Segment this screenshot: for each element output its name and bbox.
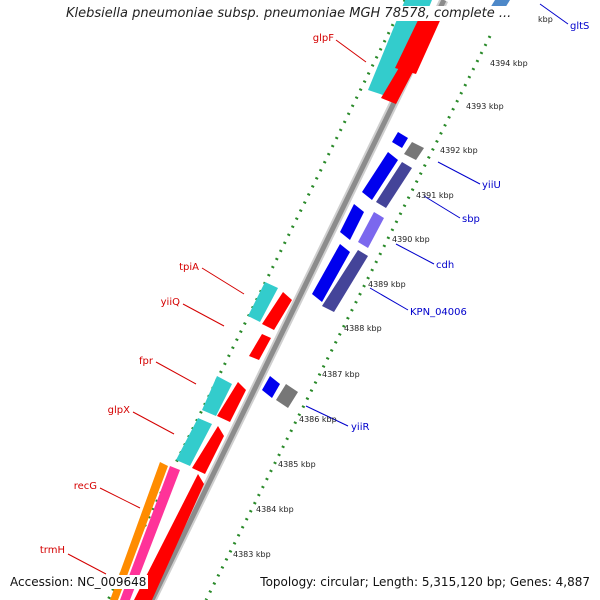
leader-yiiQ <box>182 303 225 327</box>
gene-glpX-red[interactable] <box>192 426 224 474</box>
accession-info: Accession: NC_009648 <box>8 575 149 589</box>
gene-recG-orange[interactable] <box>110 462 168 600</box>
gene-sbp-navy[interactable] <box>376 162 412 208</box>
gene-yiiU-gray[interactable] <box>404 142 424 160</box>
gene-KPN04006-blue[interactable] <box>312 244 350 302</box>
leader-sbp <box>423 195 461 219</box>
scale-label: 4386 kbp <box>299 415 337 424</box>
gene-sbp-blue[interactable] <box>362 152 398 200</box>
gene-yiiQ[interactable] <box>262 292 292 330</box>
gene-label-yiiR[interactable]: yiiR <box>351 422 369 433</box>
genes-label: Genes: <box>509 575 552 589</box>
gene-fpr[interactable] <box>202 376 232 416</box>
gene-glpF-red[interactable] <box>395 14 443 74</box>
outer-tick-ring <box>204 35 492 600</box>
scale-label: 4391 kbp <box>416 191 454 200</box>
scale-label: kbp <box>538 15 553 24</box>
leader-cdh <box>395 243 435 265</box>
leader-gltS <box>539 3 569 25</box>
topology-label: Topology: <box>260 575 317 589</box>
scale-label: 4385 kbp <box>278 460 316 469</box>
accession-label: Accession: <box>10 575 74 589</box>
length-label: Length: <box>372 575 419 589</box>
gene-label-KPN04006[interactable]: KPN_04006 <box>410 307 467 318</box>
gene-label-yiiU[interactable]: yiiU <box>482 180 501 191</box>
gene-label-cdh[interactable]: cdh <box>436 260 454 271</box>
gene-cdh-blue[interactable] <box>340 204 364 240</box>
scale-label: 4389 kbp <box>368 280 406 289</box>
gene-label-fpr[interactable]: fpr <box>139 356 154 367</box>
gene-tpiA[interactable] <box>248 282 278 322</box>
gene-cdh-purple[interactable] <box>358 212 384 248</box>
gene-fpr-red[interactable] <box>217 382 246 422</box>
scale-label: 4387 kbp <box>322 370 360 379</box>
leader-trmH <box>67 553 107 575</box>
genome-summary: Topology: circular; Length: 5,315,120 bp… <box>258 575 592 589</box>
gene-yiiR-blue[interactable] <box>262 376 280 398</box>
leader-glpF <box>335 39 367 63</box>
gene-label-sbp[interactable]: sbp <box>462 214 480 225</box>
length-value: 5,315,120 bp; <box>421 575 507 589</box>
gene-label-gltS[interactable]: gltS <box>570 21 589 32</box>
gene-label-tpiA[interactable]: tpiA <box>179 262 199 273</box>
gene-recG-red[interactable] <box>134 474 204 600</box>
gene-label-glpF[interactable]: glpF <box>313 33 334 44</box>
scale-label: 4383 kbp <box>233 550 271 559</box>
gene-label-yiiQ[interactable]: yiiQ <box>161 297 180 308</box>
gene-label-glpX[interactable]: glpX <box>108 405 130 416</box>
scale-label: 4384 kbp <box>256 505 294 514</box>
leader-glpX <box>132 411 175 435</box>
gene-glpK-red[interactable] <box>381 66 416 104</box>
scale-label: 4393 kbp <box>466 102 504 111</box>
leader-fpr <box>155 361 197 385</box>
scale-label: 4390 kbp <box>392 235 430 244</box>
leader-yiiU <box>437 161 481 185</box>
topology-value: circular; <box>320 575 369 589</box>
genes-value: 4,887 <box>555 575 590 589</box>
gene-KPN04006-navy[interactable] <box>322 250 368 312</box>
scale-label: 4388 kbp <box>344 324 382 333</box>
leader-KPN04006 <box>369 287 409 311</box>
gene-yiiU-blue[interactable] <box>392 132 408 148</box>
map-title: Klebsiella pneumoniae subsp. pneumoniae … <box>66 6 536 21</box>
gene-label-trmH[interactable]: trmH <box>40 545 65 556</box>
gene-small-red[interactable] <box>249 334 271 360</box>
gene-glpX[interactable] <box>176 418 212 466</box>
gene-label-recG[interactable]: recG <box>74 481 97 492</box>
scale-label: 4394 kbp <box>490 59 528 68</box>
accession-value: NC_009648 <box>77 575 147 589</box>
leader-recG <box>99 487 141 509</box>
leader-tpiA <box>201 267 245 295</box>
scale-label: 4392 kbp <box>440 146 478 155</box>
gene-yiiR-gray[interactable] <box>276 384 298 408</box>
gene-recG-pink[interactable] <box>120 466 180 600</box>
leader-yiiR <box>305 405 349 427</box>
